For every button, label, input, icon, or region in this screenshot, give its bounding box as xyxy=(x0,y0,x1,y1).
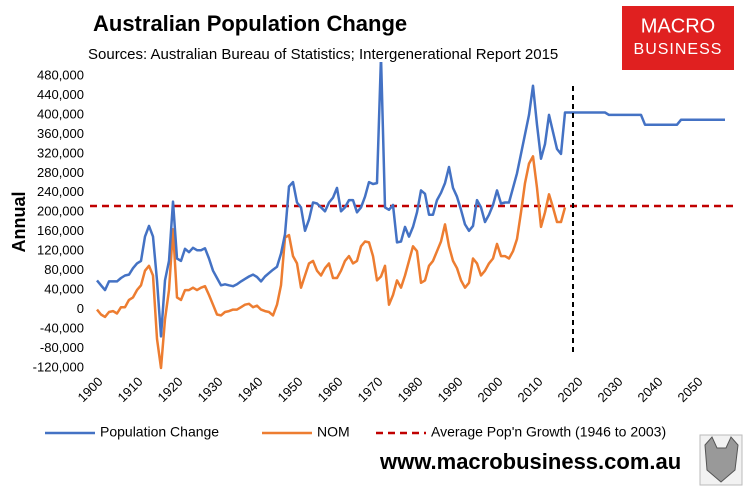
x-tick-label: 2000 xyxy=(474,374,505,405)
x-tick-label: 2020 xyxy=(554,374,585,405)
y-tick-label: 360,000 xyxy=(37,126,84,141)
x-tick-label: 2050 xyxy=(674,374,705,405)
chart-title: Australian Population Change xyxy=(93,11,407,36)
y-tick-label: -80,000 xyxy=(40,340,84,355)
logo-box xyxy=(622,6,734,70)
y-tick-label: 80,000 xyxy=(44,262,84,277)
y-tick-label: 240,000 xyxy=(37,184,84,199)
legend-label: NOM xyxy=(317,424,350,440)
y-tick-label: 320,000 xyxy=(37,145,84,160)
series-line xyxy=(96,155,567,370)
x-tick-label: 1900 xyxy=(74,374,105,405)
x-tick-label: 1970 xyxy=(354,374,385,405)
y-tick-label: 120,000 xyxy=(37,243,84,258)
legend-label: Population Change xyxy=(100,424,219,440)
x-tick-label: 1920 xyxy=(154,374,185,405)
x-tick-label: 2010 xyxy=(514,374,545,405)
y-tick-label: 480,000 xyxy=(37,67,84,82)
y-tick-label: 0 xyxy=(77,301,84,316)
x-tick-label: 1990 xyxy=(434,374,465,405)
x-tick-label: 2030 xyxy=(594,374,625,405)
y-tick-label: 280,000 xyxy=(37,165,84,180)
logo-text: MACRO xyxy=(641,15,715,37)
x-tick-label: 1930 xyxy=(194,374,225,405)
y-tick-label: -40,000 xyxy=(40,321,84,336)
x-tick-label: 2040 xyxy=(634,374,665,405)
x-tick-label: 1940 xyxy=(234,374,265,405)
logo-text: BUSINESS xyxy=(634,41,723,58)
y-axis-label: Annual xyxy=(9,192,29,253)
chart-subtitle: Sources: Australian Bureau of Statistics… xyxy=(88,46,558,63)
x-tick-label: 1960 xyxy=(314,374,345,405)
legend-label: Average Pop'n Growth (1946 to 2003) xyxy=(431,424,666,440)
wolf-icon xyxy=(699,434,743,486)
y-tick-label: -120,000 xyxy=(33,359,84,374)
y-tick-label: 200,000 xyxy=(37,204,84,219)
website: www.macrobusiness.com.au xyxy=(379,449,681,474)
y-tick-label: 40,000 xyxy=(44,282,84,297)
x-tick-label: 1910 xyxy=(114,374,145,405)
y-tick-label: 160,000 xyxy=(37,223,84,238)
x-tick-label: 1950 xyxy=(274,374,305,405)
series-line xyxy=(96,62,725,338)
plot-area xyxy=(90,62,735,370)
x-tick-label: 1980 xyxy=(394,374,425,405)
y-tick-label: 400,000 xyxy=(37,106,84,121)
y-tick-label: 440,000 xyxy=(37,87,84,102)
